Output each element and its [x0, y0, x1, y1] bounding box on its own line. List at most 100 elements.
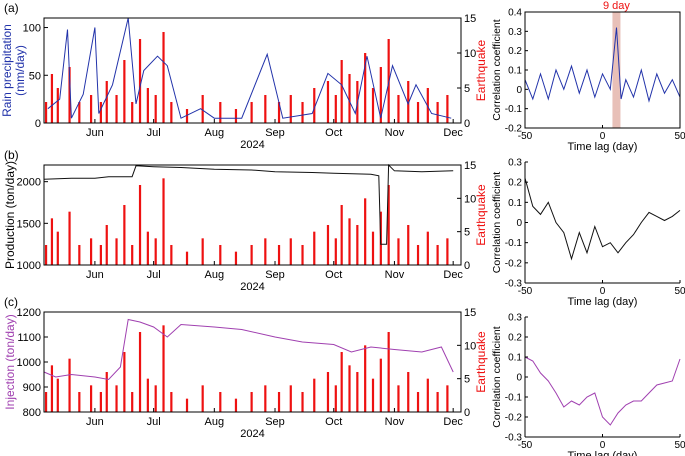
earthquake-bar — [138, 185, 142, 265]
earthquake-bar — [436, 245, 439, 265]
y-tick-label: 0.2 — [508, 178, 522, 189]
left-tick-label: 1000 — [17, 357, 41, 369]
y-tick-label: 0.2 — [508, 46, 522, 57]
earthquake-bar — [123, 352, 126, 412]
left-tick-label: 0 — [35, 118, 41, 130]
x-tick-label: -50 — [518, 131, 533, 142]
x-tick-label: Jun — [86, 269, 104, 281]
corr-x-label: Time lag (day) — [568, 296, 638, 308]
y-tick-label: -0.1 — [505, 238, 523, 249]
earthquake-bar — [89, 95, 93, 123]
earthquake-bar — [250, 245, 253, 265]
x-tick-label: Sep — [265, 127, 285, 139]
earthquake-bar — [154, 238, 157, 265]
x-tick-label: Dec — [443, 127, 463, 139]
earthquake-bar — [105, 81, 108, 123]
earthquake-bar — [277, 392, 281, 412]
earthquake-bar — [50, 365, 54, 412]
right-tick-label: 5 — [464, 83, 470, 95]
earthquake-bar — [115, 385, 118, 412]
right-axis-label: Earthquake — [474, 39, 488, 101]
earthquake-bar — [99, 245, 102, 265]
earthquake-bar — [50, 218, 54, 265]
left-tick-label: 50 — [29, 70, 41, 82]
x-tick-label: Oct — [325, 127, 342, 139]
earthquake-bar — [326, 81, 330, 123]
earthquake-bar — [162, 325, 165, 412]
corr-y-label: Correlation coefficient — [491, 19, 503, 120]
x-tick-label: Jul — [147, 127, 161, 139]
earthquake-bar — [78, 102, 81, 123]
right-tick-label: 10 — [464, 340, 476, 352]
earthquake-bar — [277, 245, 281, 265]
y-tick-label: -0.2 — [505, 258, 523, 269]
earthquake-bar — [371, 378, 375, 412]
earthquake-bar — [138, 39, 142, 123]
earthquake-bar — [123, 60, 126, 123]
earthquake-bar — [162, 32, 165, 123]
left-axis-label: (mm/day) — [13, 45, 27, 96]
corr-y-label: Correlation coefficient — [491, 172, 503, 273]
plot-frame — [43, 17, 462, 124]
earthquake-bar — [201, 385, 204, 412]
timeseries-panel-2: 1000 1500 2000 0 5 10 15 Jun Jul Aug Sep Oct Nov Dec 2… — [3, 148, 488, 293]
y-tick-label: -0.1 — [505, 393, 523, 404]
earthquake-bar — [371, 88, 375, 123]
left-tick-label: 1000 — [17, 260, 41, 272]
earthquake-bar — [426, 378, 429, 412]
earthquake-bar — [301, 245, 304, 265]
earthquake-bar — [234, 398, 238, 412]
earthquake-bar — [326, 225, 330, 265]
y-tick-label: 0.4 — [508, 8, 522, 19]
year-label: 2024 — [240, 139, 264, 151]
earthquake-bar — [44, 392, 48, 412]
y-tick-label: -0.2 — [505, 413, 523, 424]
earthquake-bar — [334, 95, 337, 123]
x-tick-label: Jun — [86, 416, 104, 428]
left-tick-label: 100 — [23, 23, 41, 35]
earthquake-bar — [446, 238, 449, 265]
right-tick-label: 15 — [464, 13, 476, 25]
correlation-panel-1: 9 day -0.2 -0.1 0 0.1 0.2 0.3 0.4 -50 0 50 Time lag… — [491, 0, 685, 153]
earthquake-bar — [131, 245, 134, 265]
earthquake-bar — [397, 385, 400, 412]
earthquake-bar — [426, 231, 429, 265]
earthquake-bar — [313, 88, 316, 123]
highlight-band — [612, 12, 621, 128]
right-tick-label: 0 — [464, 260, 470, 272]
left-tick-label: 1500 — [17, 218, 41, 230]
panel-label: (a) — [4, 1, 19, 15]
earthquake-bar — [356, 372, 359, 412]
earthquake-bar — [219, 392, 222, 412]
x-tick-label: Nov — [385, 269, 405, 281]
year-label: 2024 — [240, 428, 264, 440]
earthquake-bar — [364, 198, 367, 265]
earthquake-bar — [115, 238, 118, 265]
right-tick-label: 15 — [464, 307, 476, 319]
earthquake-bar — [170, 392, 173, 412]
y-tick-label: -0.2 — [505, 124, 523, 135]
y-tick-label: 0.1 — [508, 66, 522, 77]
x-tick-label: Jun — [86, 127, 104, 139]
y-tick-label: 0.3 — [508, 313, 522, 324]
y-tick-label: 0.1 — [508, 198, 522, 209]
left-axis-label: Production (ton/day) — [3, 161, 17, 269]
earthquake-bar — [201, 238, 204, 265]
right-tick-label: 5 — [464, 227, 470, 239]
y-tick-label: 0.2 — [508, 333, 522, 344]
corr-y-label: Correlation coefficient — [491, 326, 503, 427]
right-tick-label: 10 — [464, 193, 476, 205]
earthquake-bar — [356, 225, 359, 265]
earthquake-bar — [56, 378, 59, 412]
earthquake-bar — [340, 60, 343, 123]
x-tick-label: 0 — [600, 440, 606, 451]
earthquake-bar — [387, 185, 390, 265]
earthquake-bar — [301, 102, 304, 123]
x-tick-label: Aug — [205, 127, 225, 139]
plot-frame — [43, 164, 462, 266]
earthquake-bar — [44, 245, 48, 265]
earthquake-bar — [185, 109, 189, 123]
earthquake-bar — [379, 358, 382, 412]
earthquake-bar — [387, 332, 390, 412]
